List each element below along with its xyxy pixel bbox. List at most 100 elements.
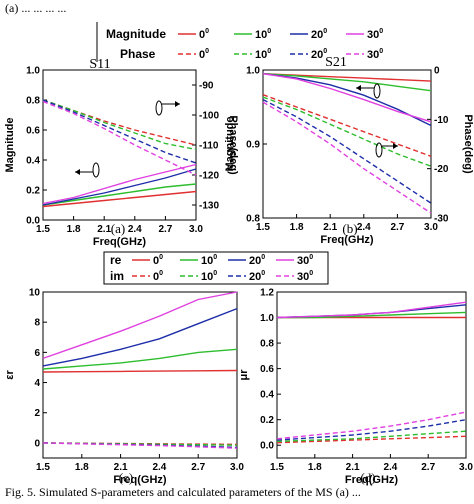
y-tick-label: 0.4 [260,390,274,401]
legend-angle-label: 300 [297,270,313,283]
y-axis-label: Magnitude [4,118,16,173]
legend-angle-label: 200 [249,254,265,267]
x-tick-label: 2.7 [191,462,205,473]
x-tick-label: 1.5 [36,462,50,473]
y-tick-label: 10 [29,288,41,299]
series-line-b-3 [262,73,432,123]
y-tick-label: 0.2 [260,415,274,426]
legend-angle-label: 00 [199,48,209,61]
y-tick-label: 0.8 [260,339,274,350]
series-line-b-4 [262,94,432,157]
series-line-a-7 [42,100,197,176]
legend-angle-label: 200 [311,48,327,61]
y2-axis-label: Phase(deg) [227,115,239,175]
plot-frame [276,291,467,459]
series-line-d-7 [276,411,467,440]
y2-tick-label: -100 [199,111,219,122]
y-axis-label: Magnitude [224,117,236,172]
legend-angle-label: 00 [199,28,209,41]
y-tick-label: 0.2 [26,186,40,197]
annotation-arrowhead [356,85,361,91]
y-tick-label: 1.0 [246,66,260,77]
y-tick-label: 0.0 [26,216,40,227]
panel-label: (a) [111,221,125,236]
series-line-b-5 [262,96,432,167]
panel-label: (c) [119,470,133,485]
top-caption: (a) ... ... ... ... [5,1,66,15]
y2-axis-label: Phase(deg) [462,114,474,174]
series-line-b-2 [262,73,432,127]
legend-angle-label: 300 [367,48,383,61]
series-line-a-5 [42,99,197,151]
panel-label: (b) [342,221,357,236]
legend-angle-label: 300 [297,254,313,267]
annotation-arrowhead [393,143,398,149]
legend-bottom-row2-label: im [110,269,124,283]
annotation-arrowhead [175,101,180,107]
x-tick-label: 2.7 [390,222,404,233]
x-tick-label: 1.8 [308,462,322,473]
x-tick-label: 3.0 [459,462,473,473]
series-line-c-3 [42,291,238,360]
series-line-c-1 [42,348,238,370]
legend-top-row2-label: Phase [120,47,156,61]
series-line-d-1 [277,311,467,319]
annotation-oval [92,162,100,178]
y2-tick-label: -90 [199,81,214,92]
legend-bottom-row1-label: re [110,253,122,267]
annotation-arrowhead [75,169,80,175]
legend-angle-label: 100 [255,28,271,41]
x-tick-label: 2.4 [152,462,166,473]
y-tick-label: 4 [34,378,40,389]
series-line-c-2 [42,307,238,367]
chart-title: S11 [89,57,110,72]
y-tick-label: 8 [34,318,40,329]
chart-panel-d: 1.5 1.8 2.1 2.4 2.7 3.0 0.0 0.2 0.4 0.6 0.8 1.0 1.2 F… [238,288,473,487]
x-tick-label: 2.4 [357,222,371,233]
legend-angle-label: 100 [201,270,217,283]
series-line-a-0 [42,190,197,208]
series-line-d-3 [276,301,467,319]
x-tick-label: 1.8 [290,222,304,233]
y2-tick-label: 0 [434,66,440,77]
y-tick-label: 2 [34,408,40,419]
x-tick-label: 2.1 [97,224,111,235]
y2-tick-label: -120 [199,171,219,182]
x-tick-label: 1.5 [256,222,270,233]
series-line-b-7 [262,101,432,214]
y-tick-label: 0.9 [246,140,260,151]
plot-frame [42,291,238,459]
legend-angle-label: 200 [249,270,265,283]
x-tick-label: 3.0 [189,224,203,235]
y-tick-label: 1.0 [26,66,40,77]
legend-angle-label: 00 [153,254,163,267]
legend-top: Magnitude Phase 00 00 100 100 200 200 300 300 [96,22,383,62]
y-axis-label: εr [4,370,16,380]
chart-title: S21 [325,55,347,70]
y-tick-label: 0 [34,438,40,449]
y2-tick-label: -20 [434,164,449,175]
panel-label: (d) [360,470,375,485]
series-line-a-4 [42,99,197,146]
x-tick-label: 2.4 [383,462,397,473]
legend-top-row1-label: Magnitude [106,27,166,41]
y-tick-label: 0.6 [260,364,274,375]
x-tick-label: 2.1 [114,462,128,473]
series-line-b-1 [262,73,432,92]
x-axis-label: Freq(GHz) [93,236,147,248]
y-tick-label: 1.2 [260,288,274,299]
x-tick-label: 1.5 [270,462,284,473]
y2-tick-label: -110 [199,141,219,152]
y-tick-label: 0.4 [26,156,40,167]
y2-tick-label: -130 [199,201,219,212]
x-tick-label: 1.5 [36,224,50,235]
x-tick-label: 3.0 [424,222,438,233]
chart-panel-b: 1.5 1.8 2.1 2.4 2.7 3.0 0.8 0.9 1.0 0 -10 -20 -30 Fre… [224,55,474,246]
x-tick-label: 1.8 [67,224,81,235]
x-tick-label: 2.1 [346,462,360,473]
series-line-a-2 [42,168,197,206]
x-tick-label: 3.0 [230,462,244,473]
y-tick-label: 1.0 [260,313,274,324]
y-axis-label: μr [238,369,250,381]
